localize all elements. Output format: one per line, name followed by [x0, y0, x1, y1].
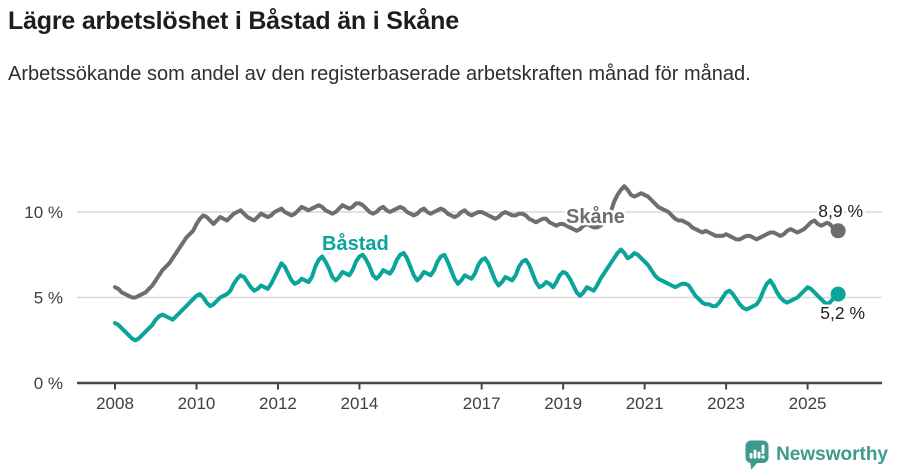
x-tick-label-2017: 2017 [463, 394, 501, 413]
x-tick-label-2019: 2019 [544, 394, 582, 413]
end-dot-skne [830, 223, 846, 239]
series-label-skne: Skåne [566, 205, 625, 228]
x-tick-label-2025: 2025 [789, 394, 827, 413]
y-tick-label-0pct: 0 % [34, 374, 63, 393]
newsworthy-wordmark: Newsworthy [776, 444, 888, 465]
series-line-skne [113, 184, 841, 300]
x-tick-label-2010: 2010 [178, 394, 216, 413]
end-value-label-bstad: 5,2 % [820, 303, 865, 323]
end-dot-bstad [830, 286, 846, 302]
branding-footer: Newsworthy [744, 440, 888, 470]
end-value-label-skne: 8,9 % [818, 201, 863, 221]
newsworthy-logo-icon [744, 440, 769, 470]
x-tick-label-2008: 2008 [96, 394, 134, 413]
x-tick-label-2014: 2014 [341, 394, 379, 413]
y-tick-label-5pct: 5 % [34, 289, 63, 308]
x-tick-label-2021: 2021 [626, 394, 664, 413]
chart-subtitle: Arbetssökande som andel av den registerb… [8, 63, 751, 85]
series-line-bstad [113, 247, 841, 343]
y-tick-label-10pct: 10 % [24, 203, 63, 222]
chart-title: Lägre arbetslöshet i Båstad än i Skåne [8, 7, 459, 35]
x-tick-label-2023: 2023 [707, 394, 745, 413]
series-label-bstad: Båstad [322, 232, 389, 255]
x-tick-label-2012: 2012 [259, 394, 297, 413]
